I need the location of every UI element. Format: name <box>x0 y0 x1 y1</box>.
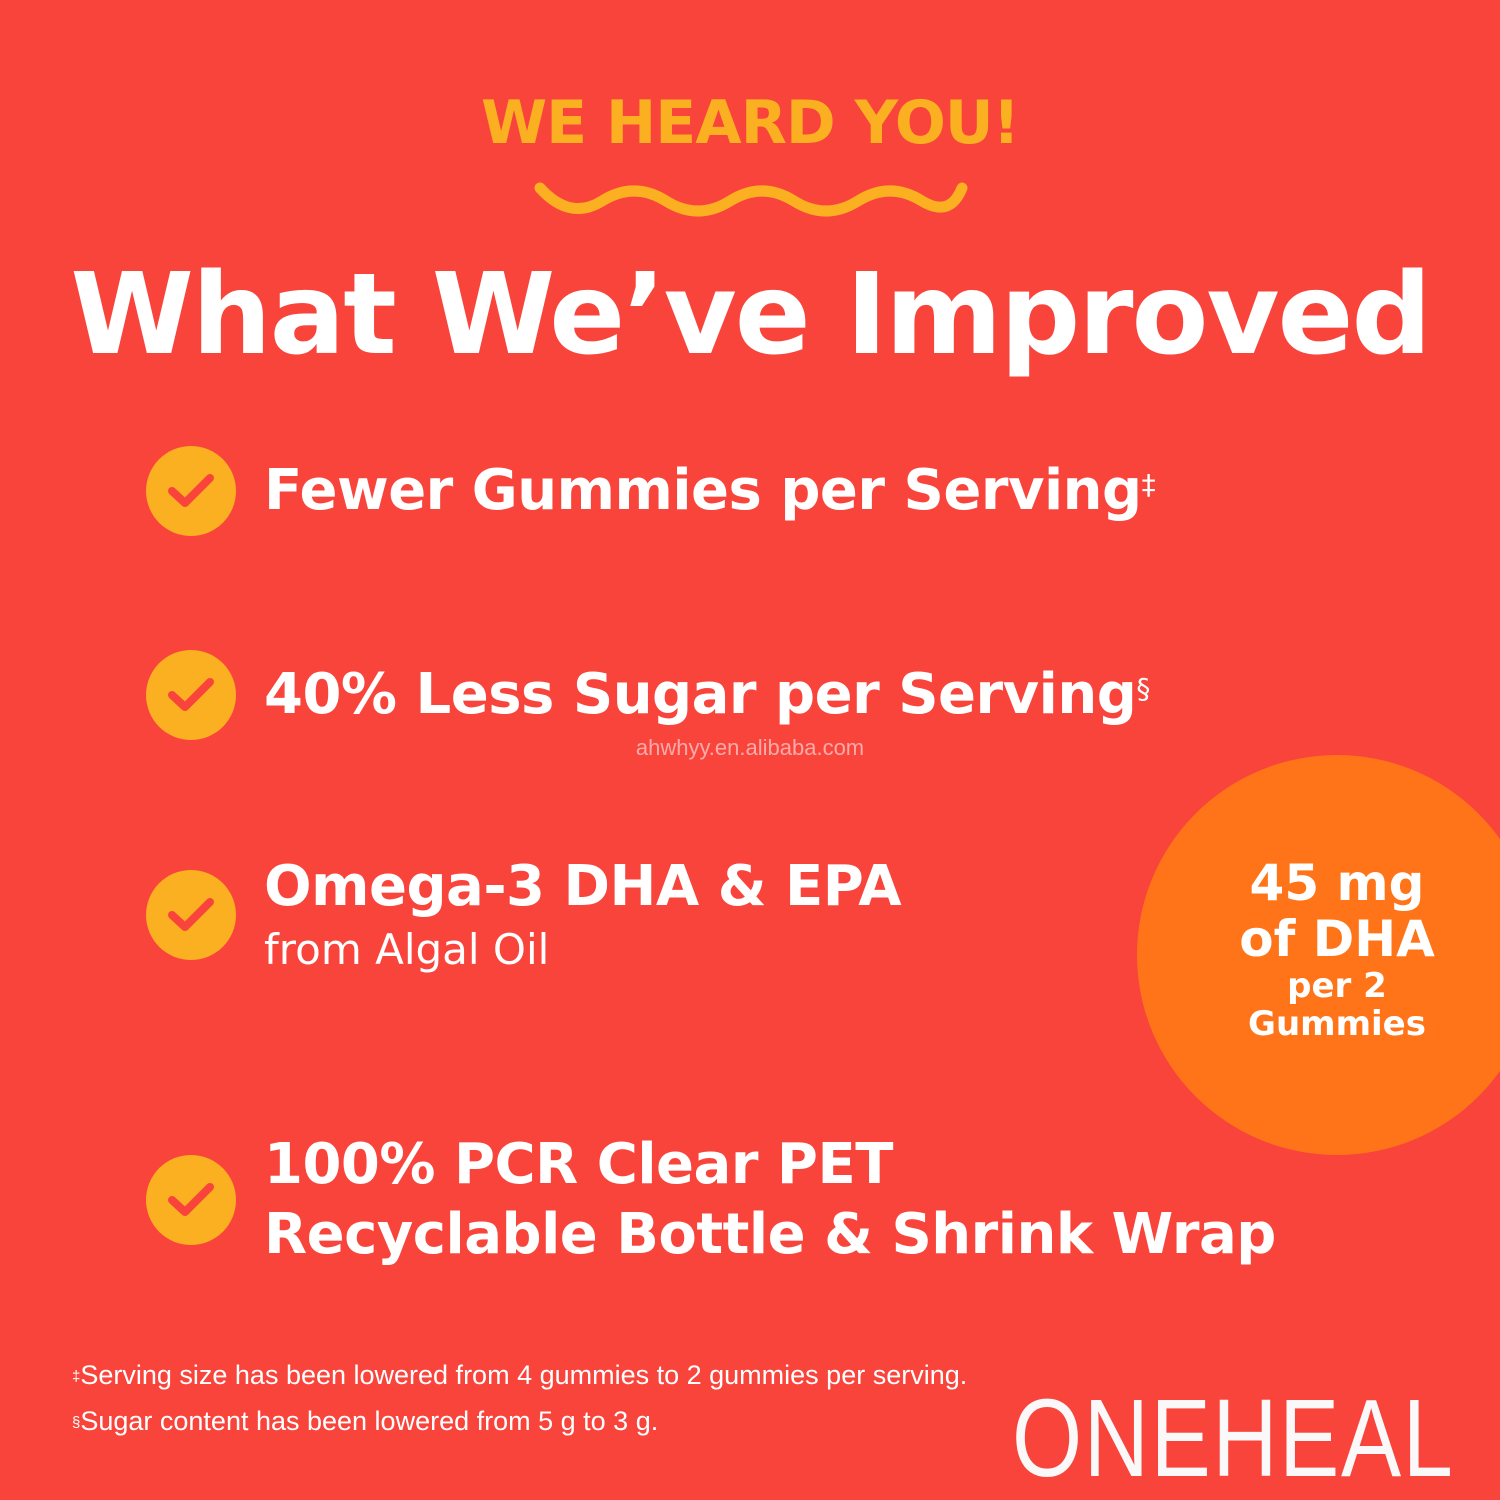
check-circle-icon <box>146 446 236 536</box>
footnote-mark: § <box>1136 672 1150 705</box>
feature-text: 40% Less Sugar per Serving <box>264 662 1137 727</box>
badge-amount: 45 mg <box>1249 854 1425 912</box>
check-circle-icon <box>146 650 236 740</box>
feature-item: 100% PCR Clear PET Recyclable Bottle & Sh… <box>146 1130 1276 1270</box>
eyebrow-heading: WE HEARD YOU! <box>481 88 1020 158</box>
footnote-mark: § <box>72 1414 81 1431</box>
feature-text: Omega-3 DHA & EPA <box>264 854 902 919</box>
footnote-text: Sugar content has been lowered from 5 g … <box>80 1406 659 1436</box>
feature-item: Omega-3 DHA & EPA from Algal Oil <box>146 852 902 978</box>
feature-text: Fewer Gummies per Serving <box>264 458 1142 523</box>
check-circle-icon <box>146 870 236 960</box>
check-circle-icon <box>146 1155 236 1245</box>
footnote-mark: ‡ <box>72 1368 81 1385</box>
footnote: §Sugar content has been lowered from 5 g… <box>72 1398 967 1444</box>
footnote-text: Serving size has been lowered from 4 gum… <box>80 1360 968 1390</box>
feature-text-line2: Recyclable Bottle & Shrink Wrap <box>264 1202 1276 1267</box>
wave-decoration <box>534 182 968 217</box>
dha-badge <box>1137 755 1500 1155</box>
page-title: What We’ve Improved <box>70 250 1431 380</box>
badge-per: per 2 <box>1287 966 1387 1006</box>
badge-unit: Gummies <box>1248 1004 1426 1044</box>
footnote-mark: ‡ <box>1141 468 1156 501</box>
feature-item: Fewer Gummies per Serving‡ <box>146 446 1156 536</box>
feature-subtext: from Algal Oil <box>264 925 550 974</box>
dha-badge-text: 45 mg of DHA per 2 Gummies <box>1137 855 1500 1043</box>
feature-item: 40% Less Sugar per Serving§ <box>146 650 1150 740</box>
footnote: ‡Serving size has been lowered from 4 gu… <box>72 1352 967 1398</box>
footnotes: ‡Serving size has been lowered from 4 gu… <box>72 1352 967 1444</box>
feature-text: 100% PCR Clear PET <box>264 1132 893 1197</box>
badge-nutrient: of DHA <box>1239 910 1435 968</box>
watermark: ahwhyy.en.alibaba.com <box>635 735 865 760</box>
oneheal-logo: ONEHEAL <box>1012 1377 1455 1500</box>
